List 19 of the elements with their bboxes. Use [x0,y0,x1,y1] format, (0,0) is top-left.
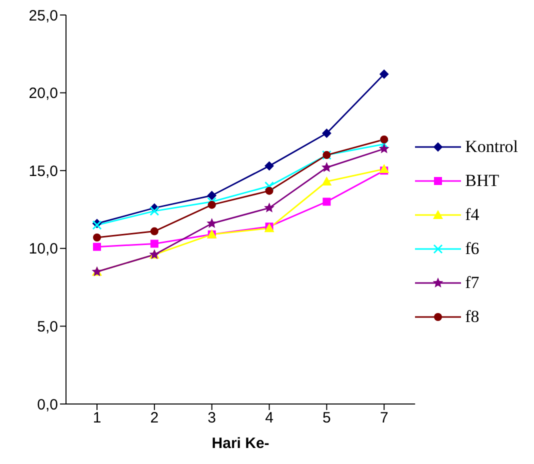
x-tick-label: 7 [380,410,388,427]
legend-label: Kontrol [465,137,518,157]
y-tick-label: 15,0 [28,162,58,180]
y-tick-label: 25,0 [28,7,58,24]
x-tick-label: 5 [322,410,331,427]
legend-label: f4 [465,205,480,225]
y-tick-label: 20,0 [28,85,58,102]
legend-label: f8 [465,307,480,327]
legend-label: f6 [465,239,480,259]
y-tick-label: 0,0 [37,396,58,414]
x-tick-label: 1 [92,410,102,427]
x-axis-title: Hari Ke- [212,435,270,452]
y-tick-label: 5,0 [37,318,58,336]
legend-label: f7 [465,273,480,293]
legend-label: BHT [465,171,500,191]
x-tick-label: 2 [150,410,159,427]
y-tick-label: 10,0 [28,240,58,258]
x-tick-label: 3 [208,410,216,427]
x-tick-label: 4 [265,410,274,427]
